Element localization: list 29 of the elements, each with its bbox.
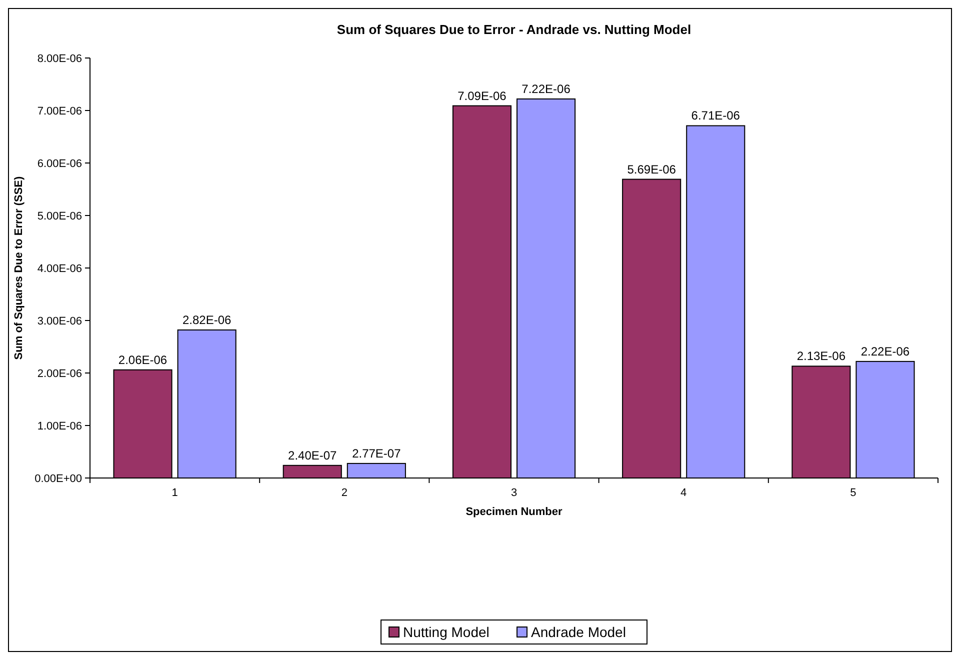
y-axis-title: Sum of Squares Due to Error (SSE) [13, 176, 25, 360]
x-tick-label: 3 [510, 487, 518, 499]
x-tick-label: 2 [341, 487, 348, 499]
data-label: 5.69E-06 [627, 162, 676, 176]
x-axis-title: Specimen Number [466, 506, 564, 518]
y-tick-label: 5.00E-06 [37, 210, 82, 222]
y-tick-label: 3.00E-06 [37, 315, 82, 328]
data-label: 2.13E-06 [796, 349, 846, 364]
data-label: 2.77E-07 [352, 446, 402, 460]
data-label: 2.40E-07 [288, 448, 338, 462]
y-tick-label: 0.00E+00 [34, 472, 82, 485]
legend-label: Andrade Model [531, 624, 626, 640]
data-label: 6.71E-06 [691, 108, 740, 123]
x-tick-label: 5 [850, 487, 856, 499]
data-label: 7.22E-06 [522, 82, 571, 96]
chart-title: Sum of Squares Due to Error - Andrade vs. Nutting Model [336, 22, 692, 37]
y-tick-label: 2.00E-06 [37, 368, 82, 380]
data-label: 2.06E-06 [118, 352, 168, 367]
x-tick-label: 4 [680, 487, 687, 499]
data-label: 2.82E-06 [182, 312, 232, 327]
data-label: 2.22E-06 [860, 344, 910, 358]
y-tick-label: 7.00E-06 [37, 105, 82, 118]
y-tick-label: 1.00E-06 [37, 420, 82, 432]
y-tick-label: 6.00E-06 [37, 158, 82, 170]
y-tick-label: 8.00E-06 [37, 52, 82, 65]
y-tick-label: 4.00E-06 [37, 262, 82, 275]
legend-label: Nutting Model [403, 624, 490, 640]
data-label: 7.09E-06 [458, 88, 507, 103]
x-tick-label: 1 [172, 487, 178, 499]
